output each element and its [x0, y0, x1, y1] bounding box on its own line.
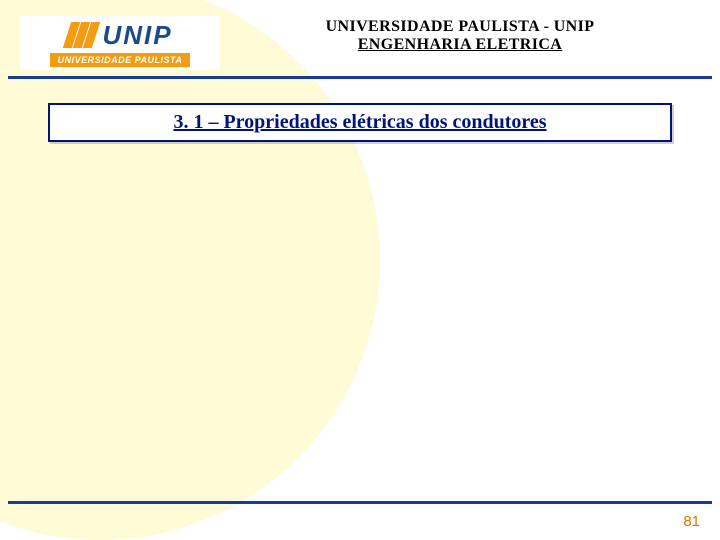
- background-ellipse: [0, 0, 380, 540]
- section-title-box: 3. 1 – Propriedades elétricas dos condut…: [48, 103, 672, 142]
- page-number: 81: [683, 513, 700, 530]
- logo-slashes-icon: [67, 22, 96, 48]
- logo-main-text: UNIP: [102, 20, 172, 51]
- section-title: 3. 1 – Propriedades elétricas dos condut…: [173, 111, 546, 133]
- unip-logo: UNIP UNIVERSIDADE PAULISTA: [20, 16, 220, 70]
- logo-top-row: UNIP: [67, 20, 172, 51]
- header-titles: UNIVERSIDADE PAULISTA - UNIP ENGENHARIA …: [220, 12, 700, 54]
- header-title-line1: UNIVERSIDADE PAULISTA - UNIP: [220, 18, 700, 36]
- bottom-divider: [8, 501, 712, 504]
- header-title-line2: ENGENHARIA ELETRICA: [220, 36, 700, 54]
- top-divider: [8, 76, 712, 79]
- header: UNIP UNIVERSIDADE PAULISTA UNIVERSIDADE …: [0, 0, 720, 70]
- logo-sub-text: UNIVERSIDADE PAULISTA: [50, 53, 191, 67]
